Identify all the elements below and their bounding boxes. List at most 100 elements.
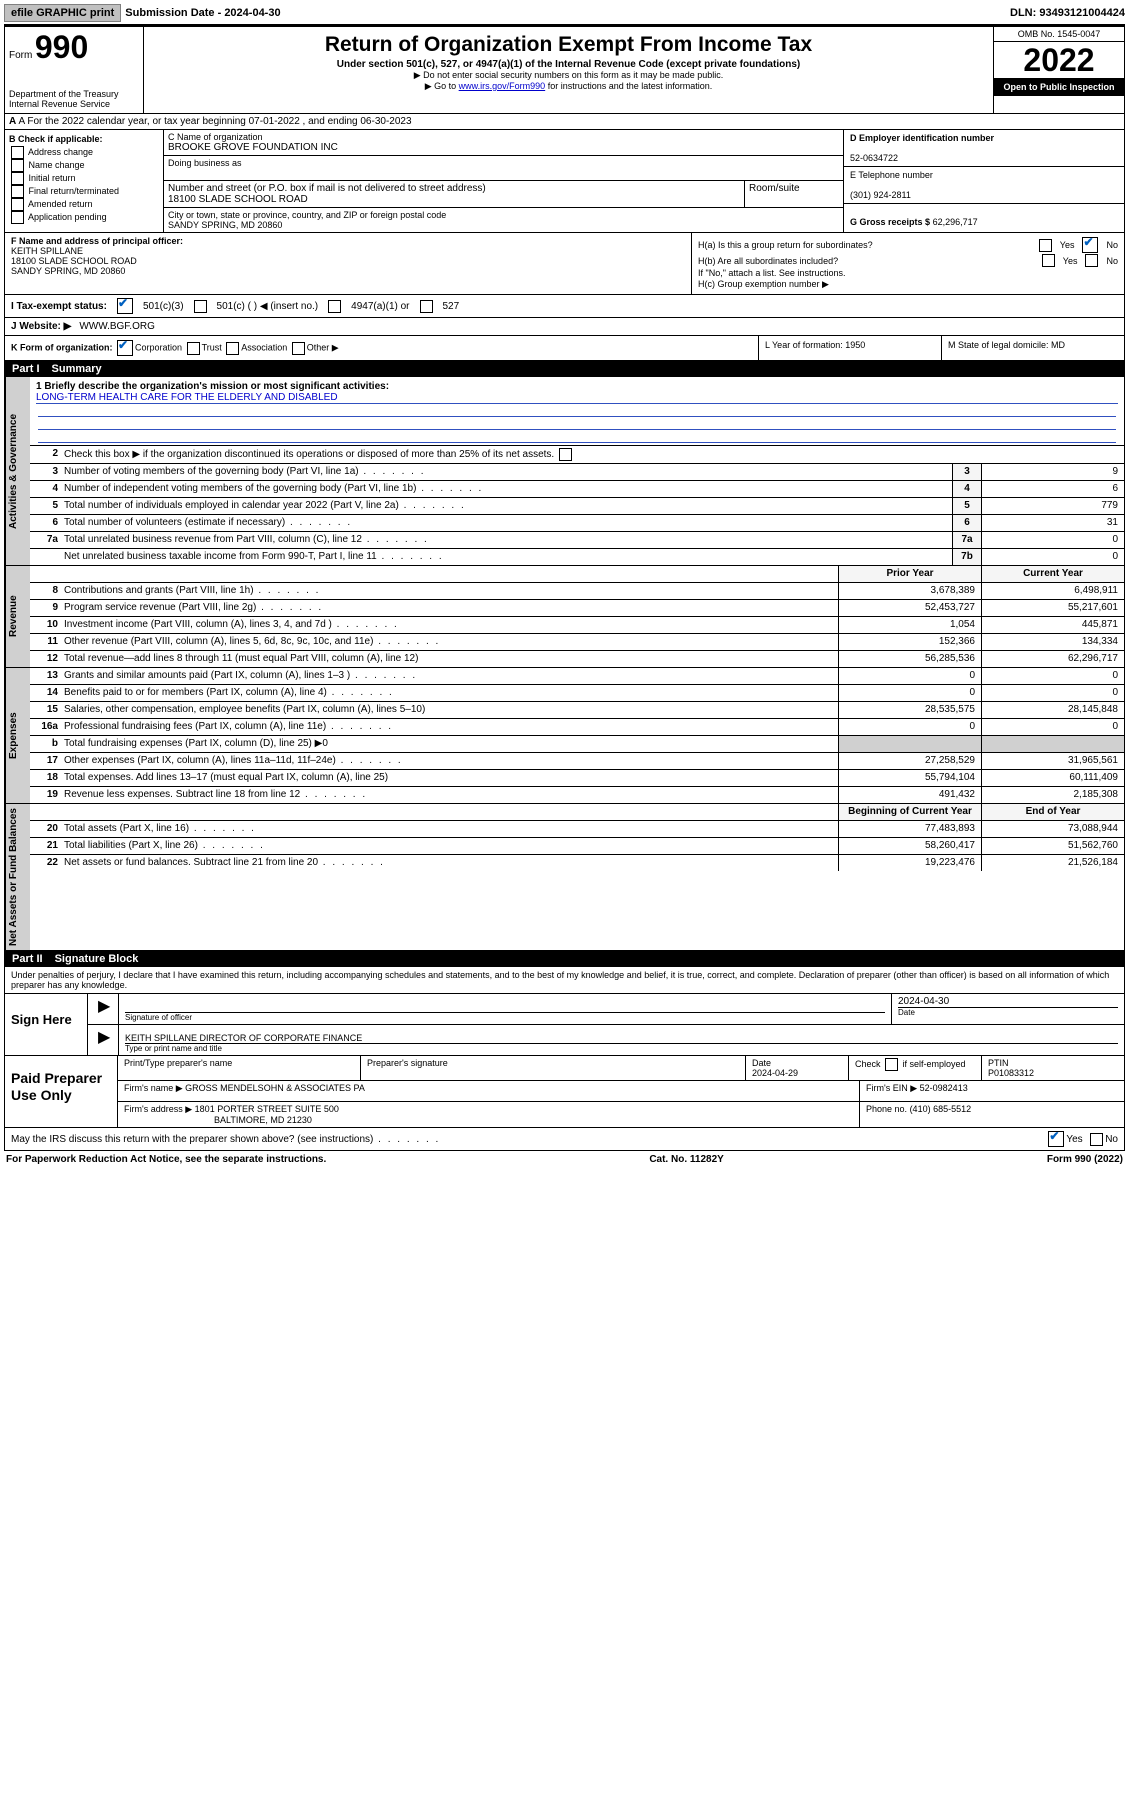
signer-name: KEITH SPILLANE DIRECTOR OF CORPORATE FIN… xyxy=(125,1033,1118,1043)
row-a-tax-year: A A For the 2022 calendar year, or tax y… xyxy=(4,114,1125,130)
row-i-tax-status: I Tax-exempt status: 501(c)(3) 501(c) ( … xyxy=(4,295,1125,318)
part1-title: Summary xyxy=(52,363,102,375)
chk-4947[interactable] xyxy=(328,300,341,313)
mission-text: LONG-TERM HEALTH CARE FOR THE ELDERLY AN… xyxy=(36,392,1118,404)
line19-prior: 491,432 xyxy=(838,787,981,803)
line13-desc: Grants and similar amounts paid (Part IX… xyxy=(60,668,838,684)
firm-name-label: Firm's name ▶ xyxy=(124,1083,183,1093)
line21-curr: 51,562,760 xyxy=(981,838,1124,854)
blank-line xyxy=(38,430,1116,443)
chk-address-change[interactable] xyxy=(11,146,24,159)
omb-number: OMB No. 1545-0047 xyxy=(994,27,1124,42)
form-note1: ▶ Do not enter social security numbers o… xyxy=(152,70,985,81)
irs-label: Internal Revenue Service xyxy=(9,99,139,109)
line13-curr: 0 xyxy=(981,668,1124,684)
opt-name-change: Name change xyxy=(29,160,85,170)
tel-value: (301) 924-2811 xyxy=(850,190,911,200)
row-klm: K Form of organization: Corporation Trus… xyxy=(4,336,1125,361)
chk-initial-return[interactable] xyxy=(11,172,24,185)
cat-no: Cat. No. 11282Y xyxy=(649,1154,723,1165)
prep-date-value: 2024-04-29 xyxy=(752,1068,798,1078)
chk-501c[interactable] xyxy=(194,300,207,313)
opt-corp: Corporation xyxy=(135,342,182,352)
chk-line2[interactable] xyxy=(559,448,572,461)
part2-label: Part II xyxy=(12,953,43,965)
officer-addr1: 18100 SLADE SCHOOL ROAD xyxy=(11,256,137,266)
hb-no: No xyxy=(1106,256,1118,266)
line16b-curr-shade xyxy=(981,736,1124,752)
chk-discuss-yes[interactable] xyxy=(1048,1131,1064,1147)
col-f-officer: F Name and address of principal officer:… xyxy=(5,233,691,294)
note2-post: for instructions and the latest informat… xyxy=(545,81,712,91)
hdr-prior: Prior Year xyxy=(838,566,981,582)
line16b-prior-shade xyxy=(838,736,981,752)
chk-discuss-no[interactable] xyxy=(1090,1133,1103,1146)
footer-yes: Yes xyxy=(1066,1134,1082,1145)
prep-date-hdr: Date xyxy=(752,1058,771,1068)
efile-button[interactable]: efile GRAPHIC print xyxy=(4,4,121,22)
line11-prior: 152,366 xyxy=(838,634,981,650)
line15-desc: Salaries, other compensation, employee b… xyxy=(60,702,838,718)
opt-assoc: Association xyxy=(241,342,287,352)
org-name-label: C Name of organization xyxy=(168,132,839,142)
chk-other[interactable] xyxy=(292,342,305,355)
form-word: Form xyxy=(9,50,32,61)
line2-desc: Check this box ▶ if the organization dis… xyxy=(60,446,1124,463)
blank-line xyxy=(38,404,1116,417)
tax-year: 2022 xyxy=(994,42,1124,78)
opt-trust: Trust xyxy=(202,342,222,352)
col-b-checkboxes: B Check if applicable: Address change Na… xyxy=(5,130,164,232)
line14-prior: 0 xyxy=(838,685,981,701)
chk-527[interactable] xyxy=(420,300,433,313)
chk-ha-no[interactable] xyxy=(1082,237,1098,253)
website-value: WWW.BGF.ORG xyxy=(79,321,155,332)
line20-prior: 77,483,893 xyxy=(838,821,981,837)
line22-prior: 19,223,476 xyxy=(838,855,981,871)
block-fgh: F Name and address of principal officer:… xyxy=(4,233,1125,295)
h-b-label: H(b) Are all subordinates included? xyxy=(698,256,1034,266)
line5-val: 779 xyxy=(981,498,1124,514)
ptin-value: P01083312 xyxy=(988,1068,1034,1078)
firm-ein: 52-0982413 xyxy=(920,1083,968,1093)
firm-ein-label: Firm's EIN ▶ xyxy=(866,1083,917,1093)
line18-desc: Total expenses. Add lines 13–17 (must eq… xyxy=(60,770,838,786)
line7b-val: 0 xyxy=(981,549,1124,565)
street-address: 18100 SLADE SCHOOL ROAD xyxy=(168,194,740,205)
chk-501c3[interactable] xyxy=(117,298,133,314)
part1-body: Activities & Governance 1 Briefly descri… xyxy=(4,377,1125,951)
city-label: City or town, state or province, country… xyxy=(168,210,839,220)
chk-name-change[interactable] xyxy=(11,159,24,172)
chk-app-pending[interactable] xyxy=(11,211,24,224)
hdr2-prior: Beginning of Current Year xyxy=(838,804,981,820)
open-to-public: Open to Public Inspection xyxy=(994,78,1124,96)
line8-curr: 6,498,911 xyxy=(981,583,1124,599)
line22-curr: 21,526,184 xyxy=(981,855,1124,871)
website-label: J Website: ▶ xyxy=(11,321,71,332)
chk-hb-no[interactable] xyxy=(1085,254,1098,267)
line10-curr: 445,871 xyxy=(981,617,1124,633)
chk-assoc[interactable] xyxy=(226,342,239,355)
line4-val: 6 xyxy=(981,481,1124,497)
ha-no: No xyxy=(1106,240,1118,250)
vtab-governance: Activities & Governance xyxy=(5,377,30,565)
line9-desc: Program service revenue (Part VIII, line… xyxy=(60,600,838,616)
line17-prior: 27,258,529 xyxy=(838,753,981,769)
chk-final-return[interactable] xyxy=(11,185,24,198)
city-state-zip: SANDY SPRING, MD 20860 xyxy=(168,220,839,230)
irs-link[interactable]: www.irs.gov/Form990 xyxy=(459,81,546,91)
chk-trust[interactable] xyxy=(187,342,200,355)
chk-amended[interactable] xyxy=(11,198,24,211)
chk-hb-yes[interactable] xyxy=(1042,254,1055,267)
chk-ha-yes[interactable] xyxy=(1039,239,1052,252)
sign-here-label: Sign Here xyxy=(5,994,88,1055)
opt-app-pending: Application pending xyxy=(28,212,107,222)
paperwork-notice: For Paperwork Reduction Act Notice, see … xyxy=(6,1154,326,1165)
line6-val: 31 xyxy=(981,515,1124,531)
chk-self-employed[interactable] xyxy=(885,1058,898,1071)
col-h-group: H(a) Is this a group return for subordin… xyxy=(691,233,1124,294)
blank-line xyxy=(38,417,1116,430)
firm-addr1: 1801 PORTER STREET SUITE 500 xyxy=(195,1104,339,1114)
firm-name: GROSS MENDELSOHN & ASSOCIATES PA xyxy=(185,1083,365,1093)
line14-desc: Benefits paid to or for members (Part IX… xyxy=(60,685,838,701)
chk-corp[interactable] xyxy=(117,340,133,356)
